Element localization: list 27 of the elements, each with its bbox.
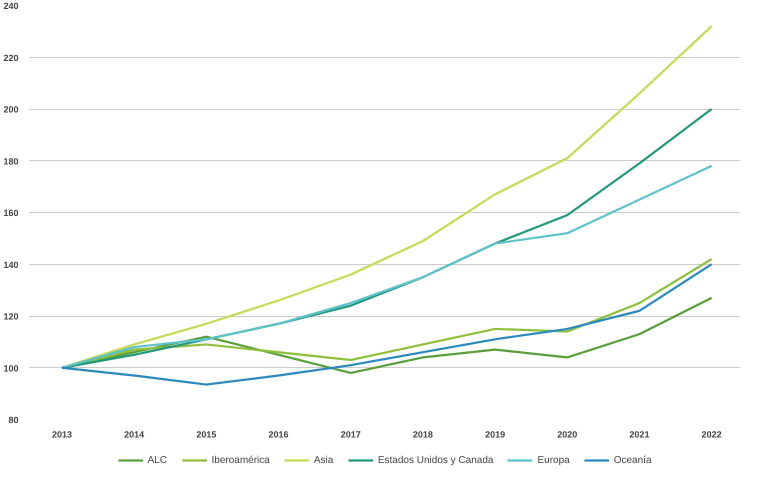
line-series xyxy=(60,263,713,386)
y-tick-label: 180 xyxy=(3,156,19,166)
legend-label: Europa xyxy=(537,454,570,466)
y-tick-label: 220 xyxy=(3,52,19,63)
y-tick-label: 140 xyxy=(3,260,19,270)
y-tick-label: 160 xyxy=(3,208,19,218)
legend-label: ALC xyxy=(147,454,168,466)
x-tick-label: 2019 xyxy=(485,430,506,440)
x-tick-label: 2017 xyxy=(340,430,361,440)
y-tick-label: 80 xyxy=(8,415,19,425)
legend-label: Iberoamérica xyxy=(211,454,270,466)
x-tick-label: 2021 xyxy=(629,430,650,440)
x-tick-label: 2013 xyxy=(52,430,72,440)
x-tick-label: 2014 xyxy=(124,430,144,440)
y-tick-label: 240 xyxy=(3,1,19,11)
y-tick-label: 100 xyxy=(3,363,19,374)
x-tick-label: 2022 xyxy=(702,430,722,440)
x-tick-label: 2015 xyxy=(196,430,216,440)
legend-label: Asia xyxy=(314,454,334,466)
y-tick-label: 200 xyxy=(3,104,19,114)
line-series xyxy=(60,164,713,369)
x-tick-label: 2016 xyxy=(268,430,289,440)
legend-label: Estados Unidos y Canada xyxy=(378,454,494,466)
x-tick-label: 2020 xyxy=(557,430,578,440)
y-tick-label: 120 xyxy=(3,312,19,322)
legend-label: Oceanía xyxy=(614,454,652,466)
x-tick-label: 2018 xyxy=(412,430,433,440)
